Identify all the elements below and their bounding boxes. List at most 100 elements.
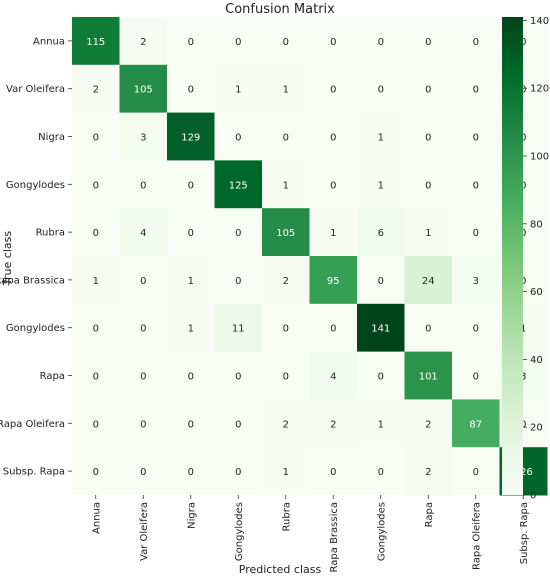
heatmap-cell bbox=[262, 399, 310, 448]
heatmap-cell bbox=[309, 447, 358, 496]
heatmap-cell bbox=[452, 351, 500, 400]
cell-value-label: 1 bbox=[378, 180, 384, 191]
cell-value-label: 1 bbox=[425, 228, 431, 239]
cell-value-label: 0 bbox=[425, 85, 431, 96]
cell-value-label: 1 bbox=[283, 180, 289, 191]
heatmap-cell bbox=[452, 256, 500, 305]
heatmap-cell bbox=[452, 399, 500, 448]
heatmap-cell bbox=[119, 208, 168, 257]
heatmap-cell bbox=[309, 208, 358, 257]
cell-value-label: 3 bbox=[473, 276, 479, 287]
column-label: Annua bbox=[91, 502, 102, 534]
cell-value-label: 0 bbox=[235, 467, 241, 478]
heatmap-cell bbox=[309, 351, 358, 400]
cell-value-label: 105 bbox=[134, 85, 153, 96]
cell-value-label: 1 bbox=[378, 419, 384, 430]
cell-value-label: 0 bbox=[283, 324, 289, 335]
heatmap-cell bbox=[72, 351, 120, 400]
cell-value-label: 0 bbox=[520, 85, 526, 96]
cell-value-label: 0 bbox=[140, 276, 146, 287]
cell-value-label: 3 bbox=[140, 133, 146, 144]
heatmap-cell bbox=[452, 303, 500, 353]
cell-value-label: 3 bbox=[520, 372, 526, 383]
y-axis-label: True class bbox=[1, 231, 14, 286]
cell-value-label: 141 bbox=[371, 324, 390, 335]
cell-value-label: 0 bbox=[235, 372, 241, 383]
heatmap-cell bbox=[72, 399, 120, 448]
colorbar-tick-label: 80 bbox=[530, 219, 543, 230]
heatmap-cell bbox=[452, 64, 500, 114]
column-label: Gongylodes bbox=[376, 502, 387, 561]
cell-value-label: 0 bbox=[330, 133, 336, 144]
cell-value-label: 101 bbox=[419, 372, 438, 383]
cell-value-label: 0 bbox=[188, 419, 194, 430]
heatmap-cell bbox=[404, 351, 453, 400]
cell-value-label: 129 bbox=[181, 133, 200, 144]
heatmap-cell bbox=[262, 256, 310, 305]
colorbar-tick-label: 140 bbox=[530, 16, 549, 27]
cell-value-label: 1 bbox=[93, 276, 99, 287]
cell-value-label: 0 bbox=[330, 37, 336, 48]
heatmap-cell bbox=[357, 303, 405, 353]
heatmap-cell bbox=[404, 112, 453, 161]
cell-value-label: 0 bbox=[93, 180, 99, 191]
cell-value-label: 0 bbox=[140, 180, 146, 191]
cell-value-label: 0 bbox=[188, 85, 194, 96]
heatmap-cell bbox=[72, 208, 120, 257]
heatmap-cell bbox=[72, 447, 120, 496]
cell-value-label: 0 bbox=[188, 467, 194, 478]
heatmap-cell bbox=[119, 112, 168, 161]
heatmap-cell bbox=[404, 160, 453, 209]
cell-value-label: 0 bbox=[378, 85, 384, 96]
heatmap-cell bbox=[357, 351, 405, 400]
heatmap-cell bbox=[309, 64, 358, 114]
heatmap-cell bbox=[167, 17, 215, 66]
cell-value-label: 0 bbox=[93, 467, 99, 478]
heatmap-cell bbox=[452, 208, 500, 257]
cell-value-label: 0 bbox=[330, 467, 336, 478]
cell-value-label: 2 bbox=[425, 467, 431, 478]
cell-value-label: 0 bbox=[473, 324, 479, 335]
colorbar-tick-label: 40 bbox=[530, 355, 543, 366]
cell-value-label: 0 bbox=[93, 419, 99, 430]
cell-value-label: 2 bbox=[330, 419, 336, 430]
heatmap-cell bbox=[262, 112, 310, 161]
cell-value-label: 0 bbox=[473, 133, 479, 144]
column-label: Rapa Oleifera bbox=[471, 502, 482, 570]
heatmap-cell bbox=[214, 351, 263, 400]
column-label: Var Oleifera bbox=[139, 502, 150, 561]
heatmap-cell bbox=[167, 112, 215, 161]
cell-value-label: 0 bbox=[520, 133, 526, 144]
heatmap-cell bbox=[404, 64, 453, 114]
heatmap-cell bbox=[452, 160, 500, 209]
heatmap-cell bbox=[167, 447, 215, 496]
cell-value-label: 125 bbox=[229, 180, 248, 191]
heatmap-cell bbox=[119, 64, 168, 114]
heatmap-cell bbox=[167, 256, 215, 305]
x-axis-label: Predicted class bbox=[239, 563, 322, 576]
cell-value-label: 0 bbox=[283, 133, 289, 144]
cell-value-label: 4 bbox=[140, 228, 146, 239]
cell-value-label: 0 bbox=[188, 180, 194, 191]
row-label: Var Oleifera bbox=[6, 84, 65, 95]
heatmap-cell bbox=[119, 399, 168, 448]
heatmap-cell bbox=[404, 303, 453, 353]
cell-value-label: 0 bbox=[378, 467, 384, 478]
cell-value-label: 0 bbox=[235, 37, 241, 48]
heatmap-cell bbox=[72, 256, 120, 305]
heatmap-cell bbox=[119, 160, 168, 209]
heatmap-cell bbox=[404, 17, 453, 66]
heatmap-cell bbox=[357, 256, 405, 305]
heatmap-cell bbox=[72, 303, 120, 353]
heatmap-cell bbox=[357, 17, 405, 66]
heatmap-cell bbox=[404, 208, 453, 257]
heatmap-cell bbox=[262, 351, 310, 400]
cell-value-label: 0 bbox=[140, 372, 146, 383]
cell-value-label: 115 bbox=[86, 37, 105, 48]
column-label: Rubra bbox=[281, 502, 292, 531]
heatmap-cell bbox=[167, 64, 215, 114]
heatmap-cell bbox=[357, 112, 405, 161]
heatmap-cell bbox=[214, 399, 263, 448]
cell-value-label: 0 bbox=[235, 276, 241, 287]
cell-value-label: 2 bbox=[93, 85, 99, 96]
